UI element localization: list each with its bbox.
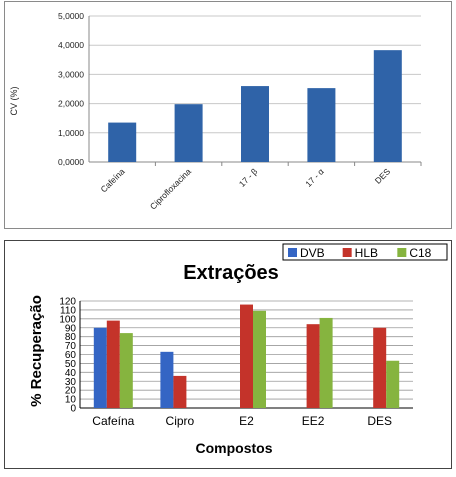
x-axis-label: Compostos (196, 440, 273, 456)
bar-c18 (119, 333, 133, 408)
legend-label-hlb: HLB (355, 246, 378, 260)
x-tick-label: Ciprofloxacina (148, 166, 193, 211)
x-tick-label: EE2 (302, 414, 325, 428)
x-tick-label: Cipro (166, 414, 195, 428)
x-tick-label: 17 - β (237, 166, 260, 189)
y-tick-label: 4,0000 (58, 40, 84, 50)
legend-swatch-hlb (342, 248, 352, 257)
bar-hlb (106, 320, 120, 408)
x-tick-label: 17 - α (303, 166, 326, 189)
legend-label-c18: C18 (409, 246, 431, 260)
legend-swatch-dvb (288, 248, 297, 257)
y-tick-label: 0 (70, 404, 76, 415)
y-tick-label: 3,0000 (58, 69, 84, 79)
y-tick-label: 2,0000 (58, 99, 84, 109)
extraction-chart-panel: Extrações % Recuperação Compostos 0 10 20 3… (4, 240, 452, 469)
bar-hlb (373, 327, 387, 408)
bar (241, 86, 269, 162)
cv-chart-panel: CV (%) 0,0000 1,0000 2,0000 3,0000 4,0000 5,0… (4, 1, 452, 229)
y-tick-label: 40 (65, 368, 77, 379)
y-tick-label: 90 (65, 323, 77, 334)
y-axis-label: CV (%) (9, 86, 19, 115)
legend-swatch-c18 (397, 248, 407, 257)
y-tick-label: 110 (60, 305, 76, 316)
x-tick-label: E2 (239, 414, 254, 428)
bar-dvb (160, 351, 174, 408)
x-tick-label: DES (373, 166, 393, 186)
y-tick-label: 1,0000 (58, 128, 84, 138)
bar-hlb (240, 304, 253, 408)
y-tick-label: 70 (65, 341, 77, 352)
y-tick-label: 60 (65, 350, 77, 361)
bar-hlb (173, 375, 187, 408)
y-tick-label: 20 (65, 386, 77, 397)
bar-c18 (386, 360, 400, 408)
y-tick-label: 100 (59, 314, 76, 325)
legend-label-dvb: DVB (300, 246, 325, 260)
bar-c18 (253, 310, 266, 408)
bar-hlb (306, 324, 320, 408)
cv-chart: CV (%) 0,0000 1,0000 2,0000 3,0000 4,0000 5,0… (9, 11, 422, 212)
x-tick-label: Cafeína (92, 414, 134, 428)
y-tick-label: 120 (59, 297, 76, 308)
x-tick-label: Cafeína (98, 166, 126, 194)
bar-dvb (93, 327, 107, 408)
y-axis-label: % Recuperação (28, 295, 45, 407)
chart-title: Extrações (183, 262, 279, 284)
y-tick-label: 30 (65, 377, 77, 388)
bar (108, 122, 137, 162)
bar-c18 (319, 317, 333, 408)
bar (373, 50, 402, 162)
y-tick-label: 10 (65, 395, 77, 406)
y-tick-label: 50 (65, 359, 77, 370)
y-tick-label: 80 (65, 332, 77, 343)
extraction-chart: Extrações % Recuperação Compostos 010203… (28, 243, 448, 456)
y-tick-label: 0,0000 (58, 157, 84, 167)
y-tick-label: 5,0000 (58, 11, 84, 21)
bar (307, 88, 336, 162)
bar (174, 104, 203, 162)
x-tick-label: DES (367, 414, 392, 428)
